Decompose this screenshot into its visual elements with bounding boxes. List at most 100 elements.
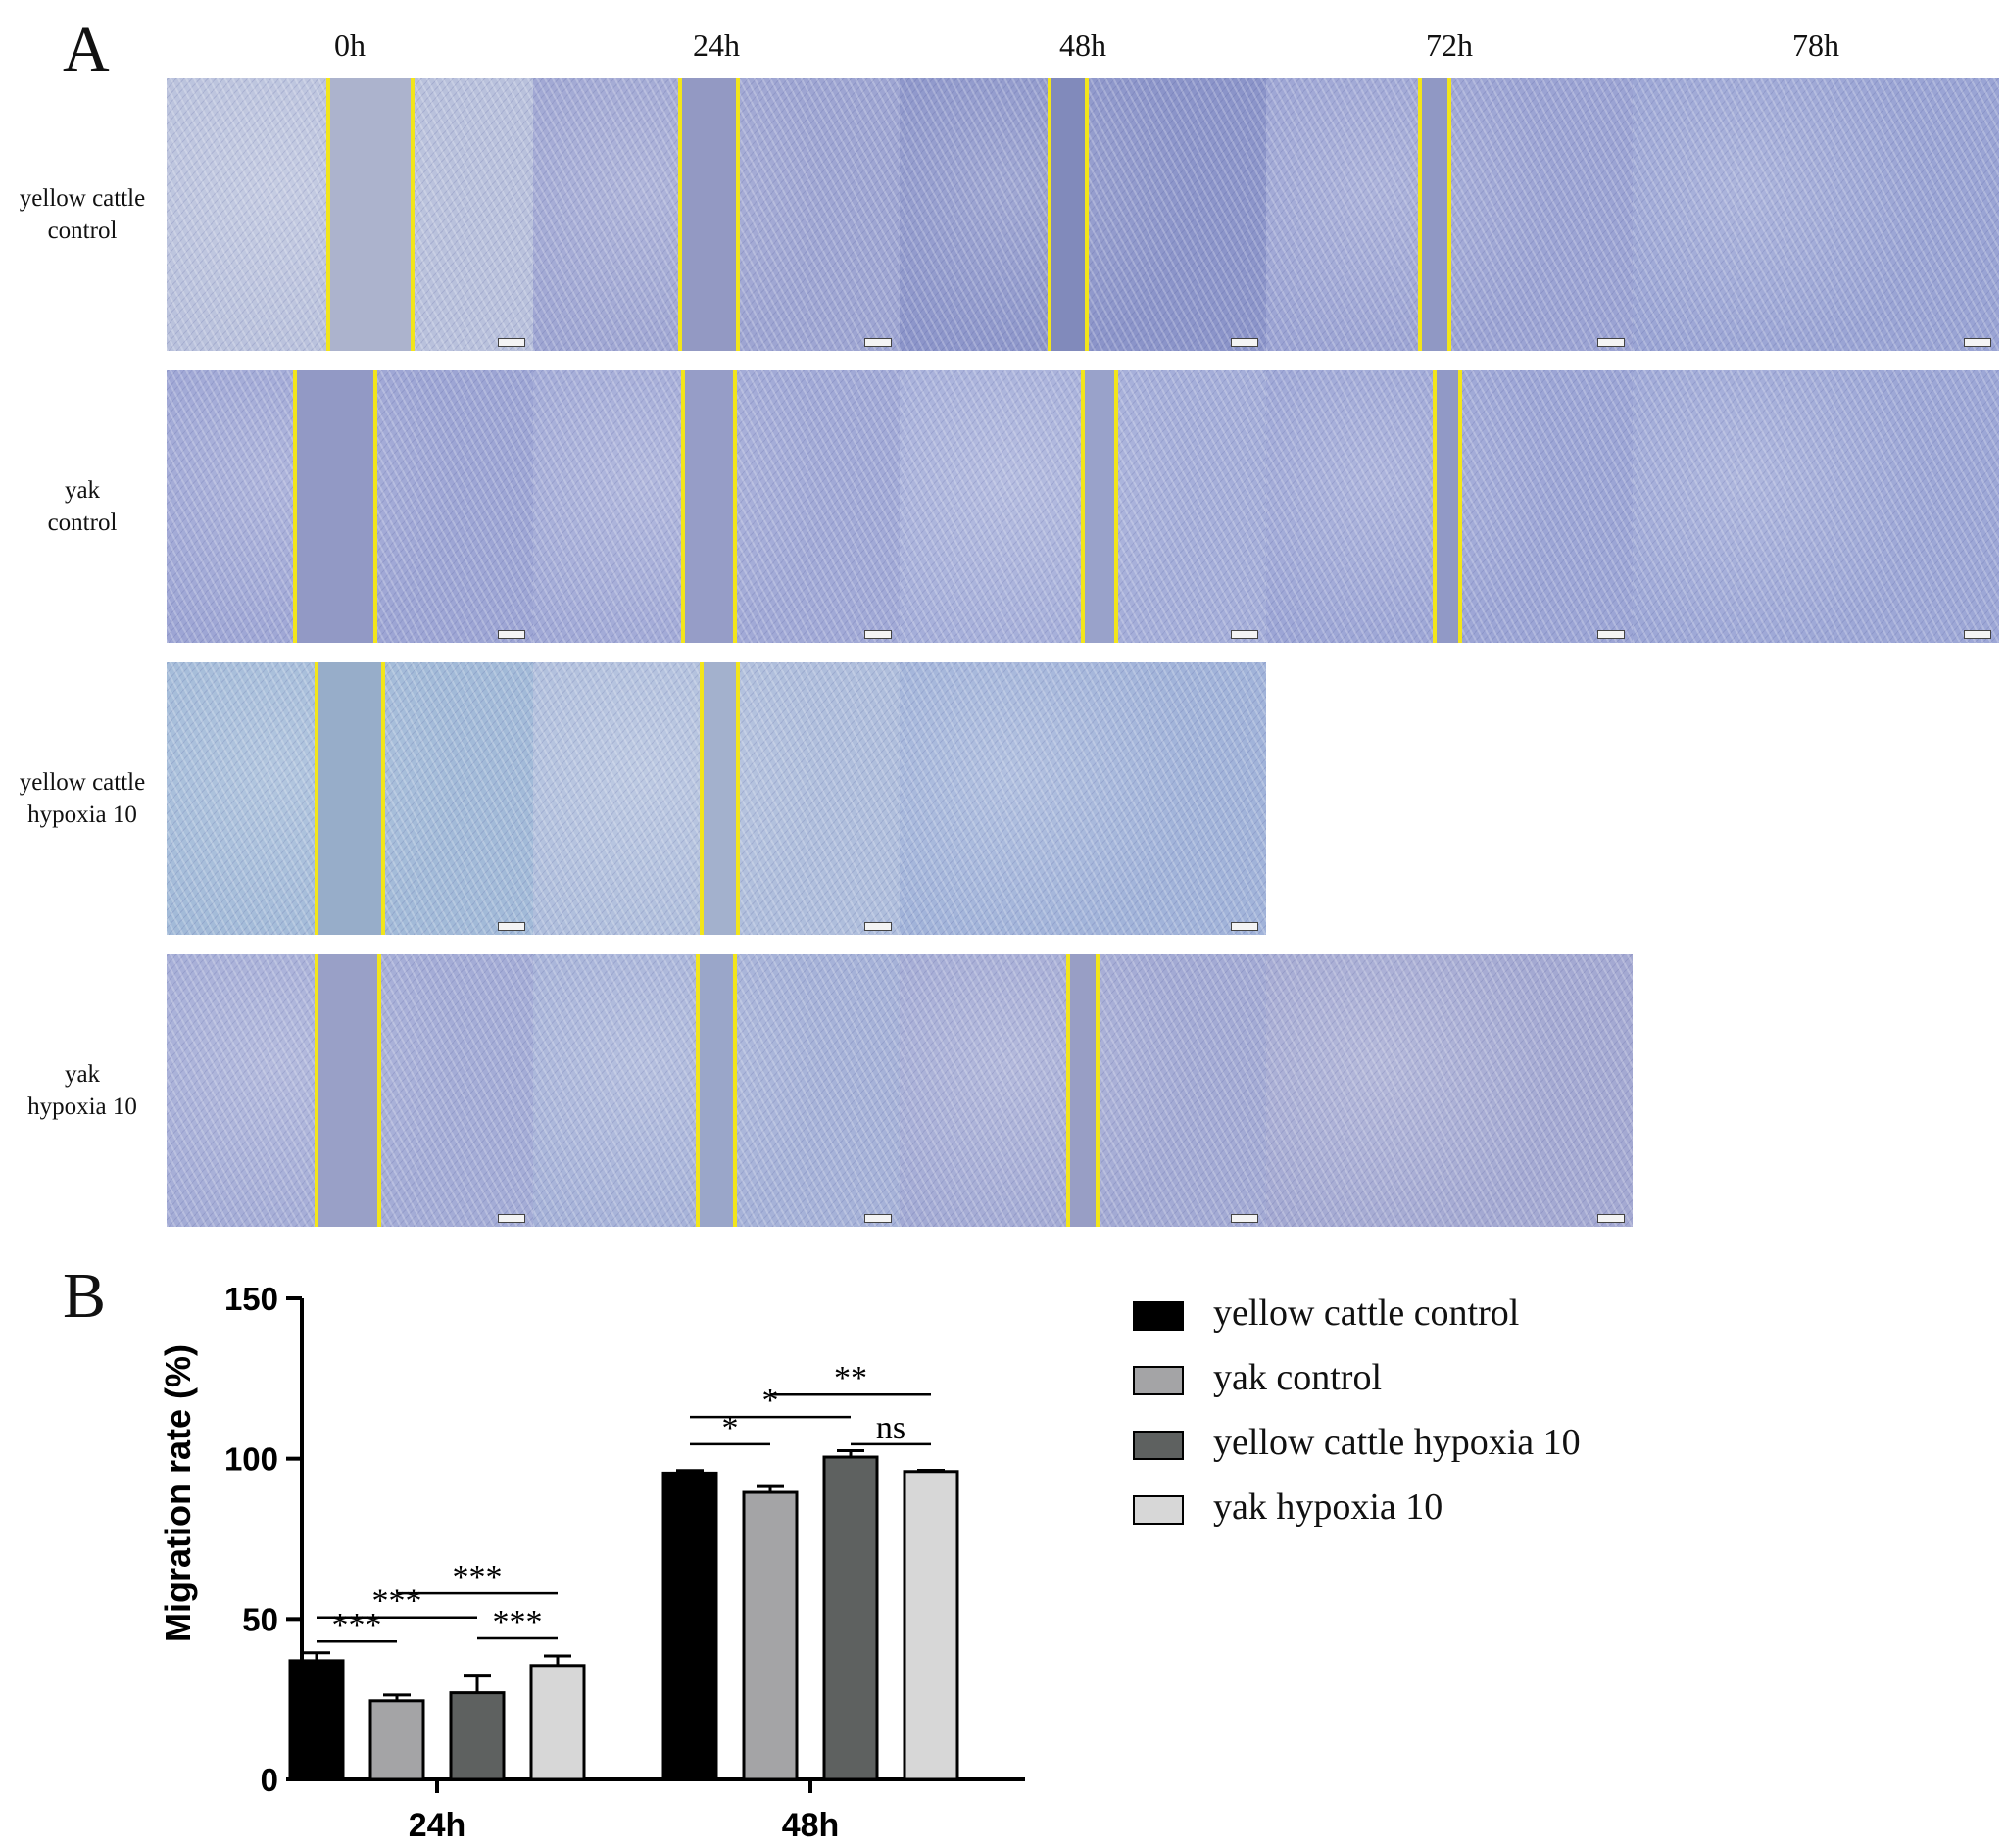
scratch-wound-gap	[1435, 370, 1460, 643]
scale-bar	[1231, 338, 1258, 347]
micrograph-tile	[167, 662, 533, 935]
scale-bar	[864, 922, 892, 931]
micrograph-tile	[1633, 78, 1999, 351]
condition-label-line: yellow cattle	[19, 769, 146, 796]
scale-bar	[498, 1214, 525, 1223]
legend-label: yellow cattle hypoxia 10	[1213, 1422, 1581, 1463]
scratch-wound-gap	[1050, 78, 1087, 351]
wound-edge-line	[1114, 370, 1118, 643]
scratch-wound-gap	[317, 954, 379, 1227]
wound-edge-line	[381, 662, 385, 935]
micrograph-tile	[1266, 370, 1633, 643]
scale-bar	[1231, 630, 1258, 639]
legend-swatch	[1133, 1301, 1184, 1331]
timepoint-header: 24h	[693, 27, 740, 63]
legend-label: yak hypoxia 10	[1213, 1486, 1443, 1528]
bar	[661, 1471, 718, 1781]
scale-bar	[1231, 922, 1258, 931]
micrograph-tile	[167, 370, 533, 643]
y-tick-label: 150	[224, 1281, 278, 1317]
legend-label: yak control	[1213, 1357, 1383, 1398]
wound-edge-line	[326, 78, 330, 351]
condition-label: yellow cattle hypoxia 10	[0, 766, 165, 831]
wound-edge-line	[736, 78, 740, 351]
condition-label-line: yellow cattle	[19, 185, 146, 212]
micrograph-tile	[167, 954, 533, 1227]
scale-bar	[864, 630, 892, 639]
y-tick-label: 100	[224, 1441, 278, 1478]
wound-edge-line	[696, 954, 700, 1227]
scale-bar	[1597, 1214, 1625, 1223]
cell-monolayer-texture	[1633, 370, 1999, 643]
cell-monolayer-texture	[1633, 78, 1999, 351]
x-tick-label: 24h	[409, 1807, 466, 1844]
scratch-wound-gap	[1083, 370, 1116, 643]
wound-edge-line	[373, 370, 377, 643]
wound-edge-line	[315, 662, 318, 935]
scale-bar	[498, 630, 525, 639]
wound-edge-line	[1048, 78, 1051, 351]
chart-bars	[288, 1448, 959, 1781]
bar	[742, 1490, 799, 1781]
timepoint-header: 48h	[1059, 27, 1106, 63]
wound-edge-line	[733, 370, 737, 643]
scale-bar	[498, 922, 525, 931]
significance-label: **	[834, 1360, 867, 1396]
micrograph-tile	[1633, 370, 1999, 643]
panel-a-letter: A	[63, 14, 110, 85]
cell-monolayer-texture	[900, 662, 1266, 935]
wound-edge-line	[1081, 370, 1085, 643]
scratch-wound-gap	[295, 370, 375, 643]
significance-label: *	[762, 1383, 779, 1419]
cell-monolayer-texture	[1266, 954, 1633, 1227]
scratch-wound-gap	[702, 662, 738, 935]
significance-brackets: ****************ns	[317, 1360, 931, 1643]
legend-label: yellow cattle control	[1213, 1292, 1520, 1334]
scratch-wound-gap	[698, 954, 735, 1227]
wound-edge-line	[1458, 370, 1462, 643]
significance-label: ***	[372, 1583, 422, 1620]
condition-label-line: hypoxia 10	[27, 802, 137, 828]
condition-label-line: hypoxia 10	[27, 1094, 137, 1120]
wound-edge-line	[1433, 370, 1437, 643]
micrograph-tile	[1266, 78, 1633, 351]
wound-edge-line	[1066, 954, 1070, 1227]
bar	[822, 1455, 879, 1781]
scratch-wound-gap	[317, 662, 383, 935]
wound-edge-line	[733, 954, 737, 1227]
micrograph-tile	[1266, 954, 1633, 1227]
scratch-wound-gap	[1420, 78, 1449, 351]
wound-edge-line	[377, 954, 381, 1227]
wound-edge-line	[315, 954, 318, 1227]
micrograph-tile	[900, 954, 1266, 1227]
wound-edge-line	[1096, 954, 1100, 1227]
scale-bar	[864, 1214, 892, 1223]
wound-edge-line	[736, 662, 740, 935]
bar	[288, 1659, 345, 1781]
bar	[529, 1664, 586, 1781]
scale-bar	[1964, 630, 1991, 639]
timepoint-header: 78h	[1792, 27, 1839, 63]
significance-label: ***	[332, 1607, 382, 1643]
timepoint-header: 72h	[1426, 27, 1473, 63]
micrograph-tile	[533, 370, 900, 643]
micrograph-tile	[533, 78, 900, 351]
legend-swatch	[1133, 1495, 1184, 1525]
scratch-wound-gap	[328, 78, 413, 351]
y-tick-label: 50	[242, 1601, 278, 1637]
micrograph-tile	[167, 78, 533, 351]
scratch-wound-gap	[683, 370, 735, 643]
micrograph-tile	[533, 954, 900, 1227]
wound-edge-line	[700, 662, 704, 935]
significance-label: ***	[453, 1559, 503, 1595]
scale-bar	[1231, 1214, 1258, 1223]
scale-bar	[864, 338, 892, 347]
panel-b-letter: B	[63, 1260, 107, 1332]
condition-label-line: control	[47, 510, 118, 536]
bar	[903, 1470, 959, 1781]
significance-label: ***	[493, 1604, 543, 1640]
legend-swatch	[1133, 1366, 1184, 1395]
scratch-wound-gap	[680, 78, 738, 351]
wound-edge-line	[293, 370, 297, 643]
